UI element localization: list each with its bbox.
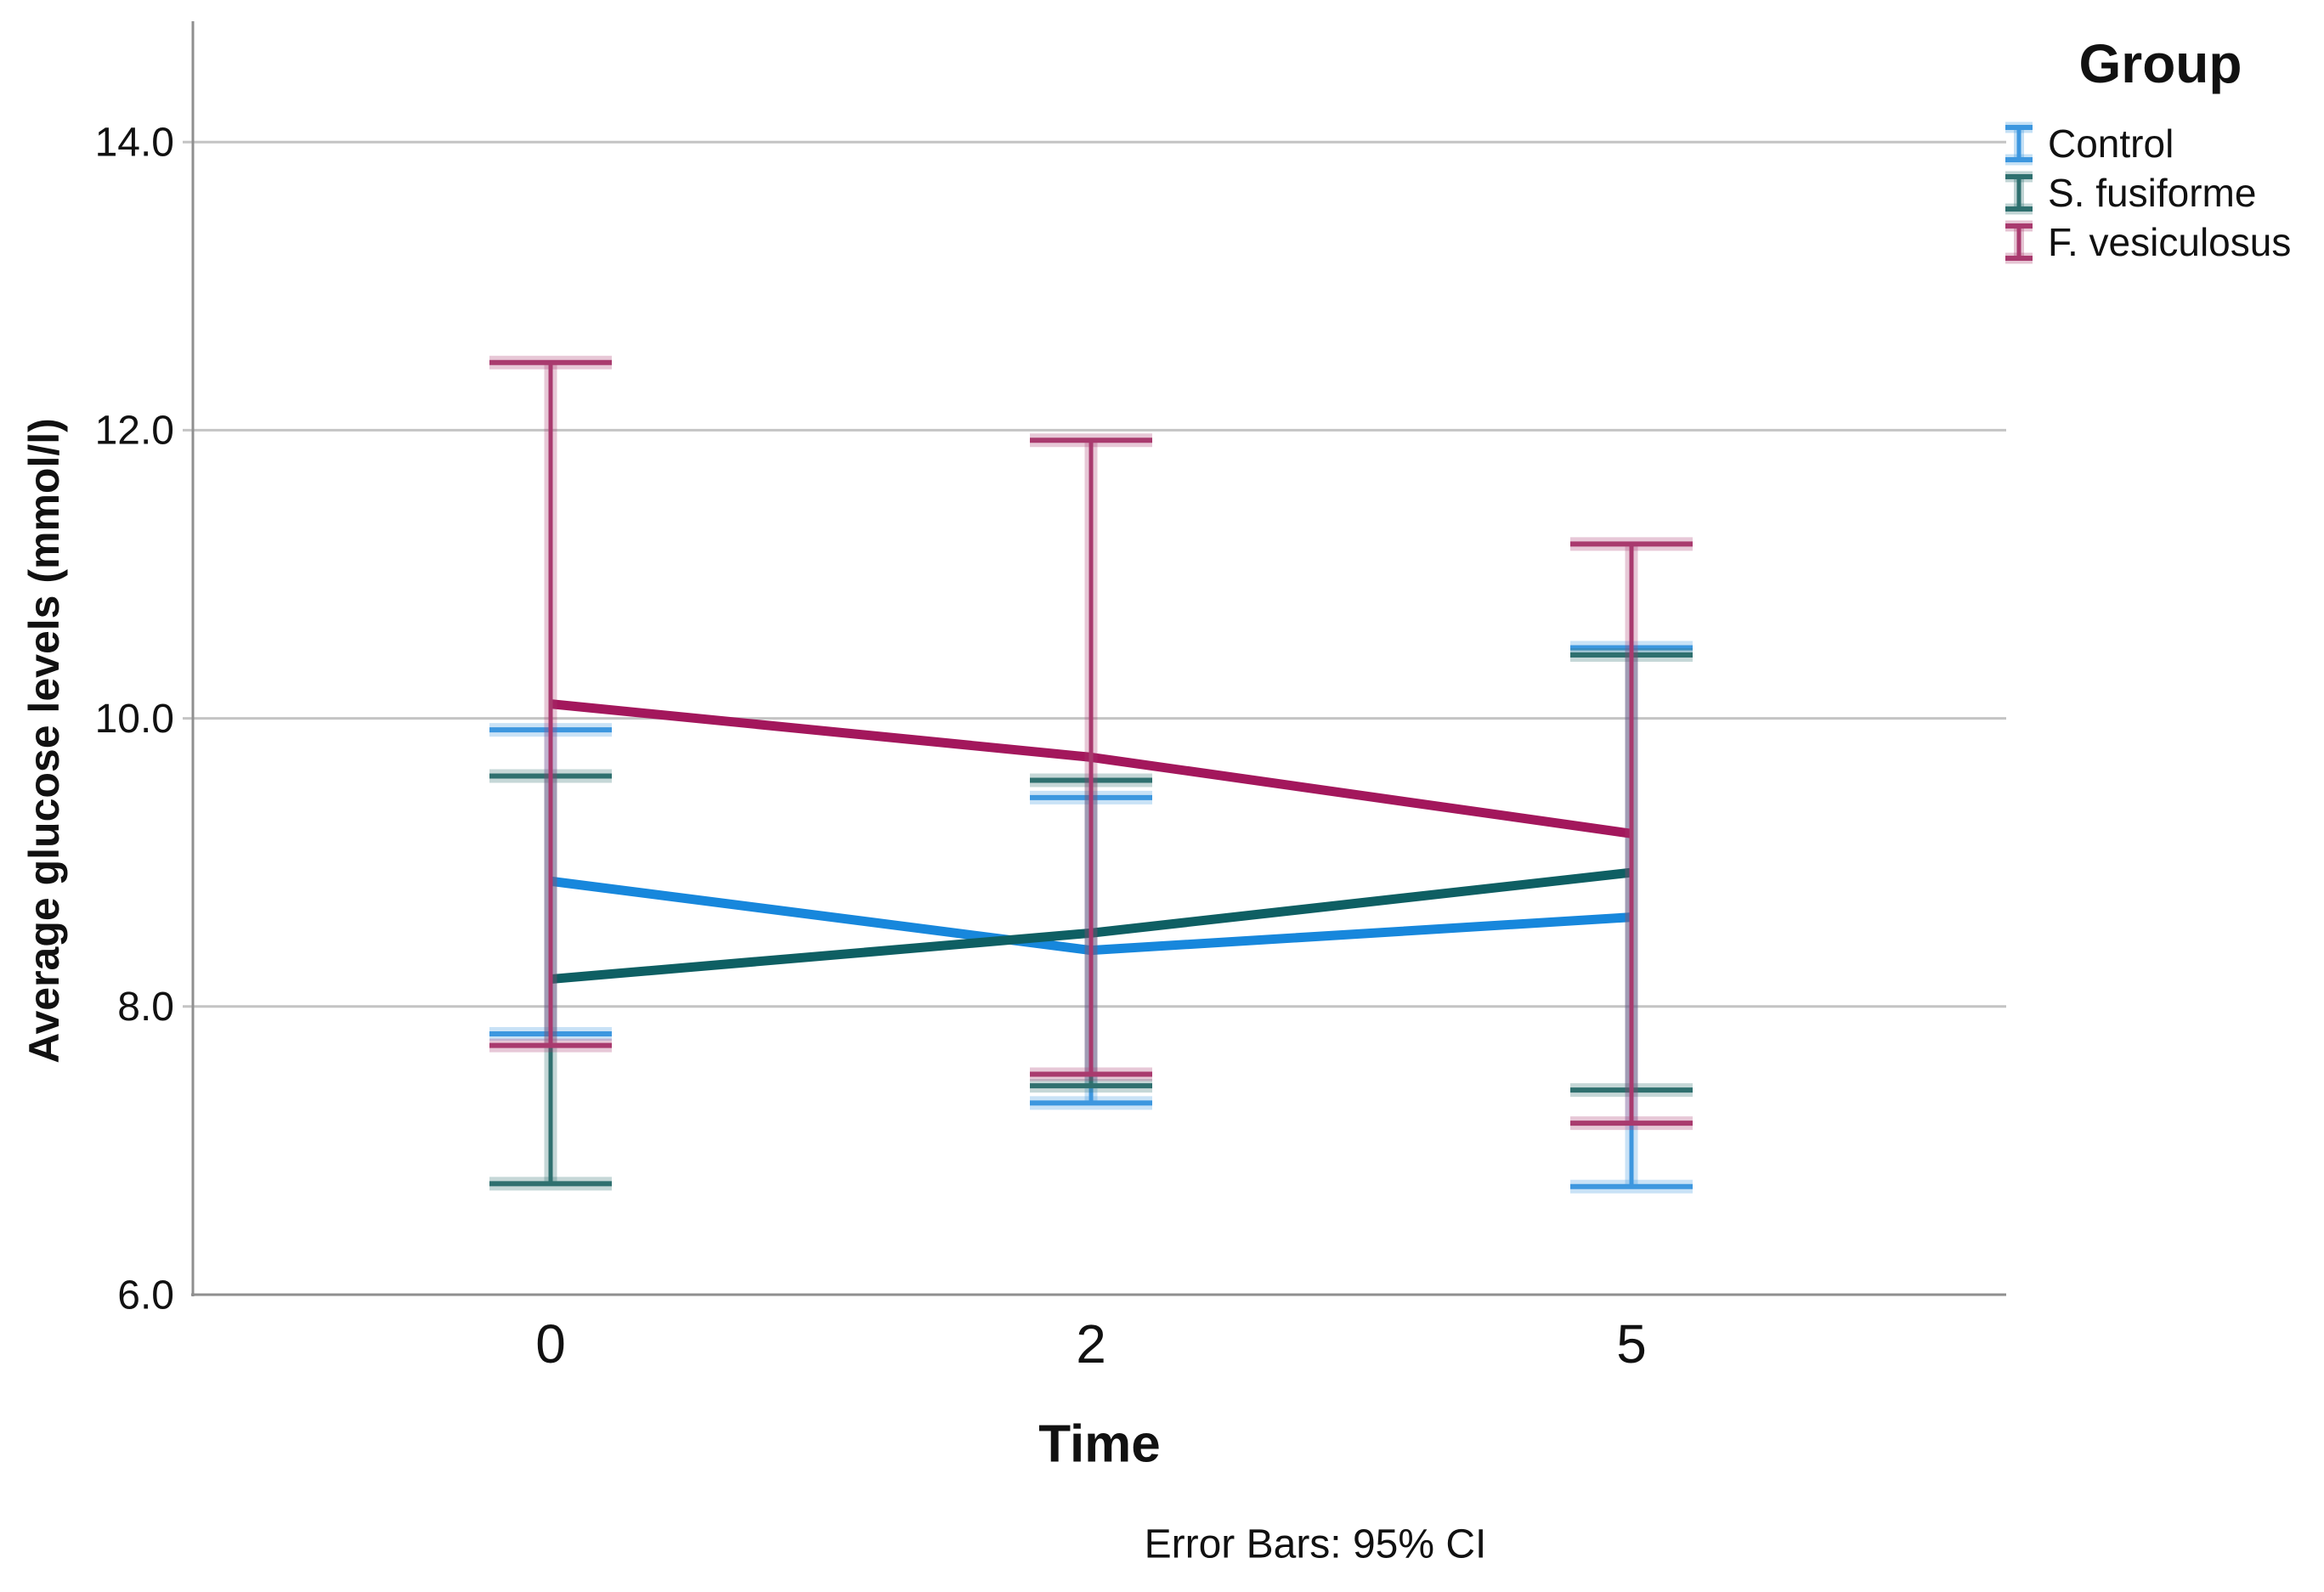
y-tick-label-12.0: 12.0: [95, 409, 174, 454]
legend-errorbar-glyph-control: [2005, 121, 2033, 166]
error-bars-footnote: Error Bars: 95% CI: [1144, 1521, 1487, 1567]
legend-label-f-vesiculosus: F. vesiculosus: [2048, 220, 2292, 264]
x-axis-title: Time: [1038, 1414, 1161, 1474]
legend: Group Control S. fusiforme F. vesiculosus: [1997, 32, 2324, 267]
y-axis-title: Average glucose levels (mmol/l): [20, 418, 68, 1064]
legend-errorbar-glyph-s-fusiforme: [2005, 171, 2033, 215]
legend-title: Group: [2078, 33, 2242, 94]
legend-label-s-fusiforme: S. fusiforme: [2048, 171, 2257, 215]
y-tick-label-6.0: 6.0: [117, 1273, 174, 1318]
legend-item-f-vesiculosus: F. vesiculosus: [1997, 217, 2324, 267]
legend-items: Control S. fusiforme F. vesiculosus: [1997, 119, 2324, 267]
x-tick-label-0: 0: [535, 1313, 566, 1375]
legend-item-control: Control: [1997, 119, 2324, 168]
y-tick-label-8.0: 8.0: [117, 985, 174, 1030]
legend-errorbar-glyph-f-vesiculosus: [2005, 220, 2033, 264]
legend-label-control: Control: [2048, 121, 2174, 166]
x-tick-label-5: 5: [1616, 1313, 1647, 1375]
x-tick-label-2: 2: [1076, 1313, 1106, 1375]
legend-item-s-fusiforme: S. fusiforme: [1997, 168, 2324, 217]
y-tick-label-14.0: 14.0: [95, 121, 174, 166]
y-tick-label-10.0: 10.0: [95, 697, 174, 742]
